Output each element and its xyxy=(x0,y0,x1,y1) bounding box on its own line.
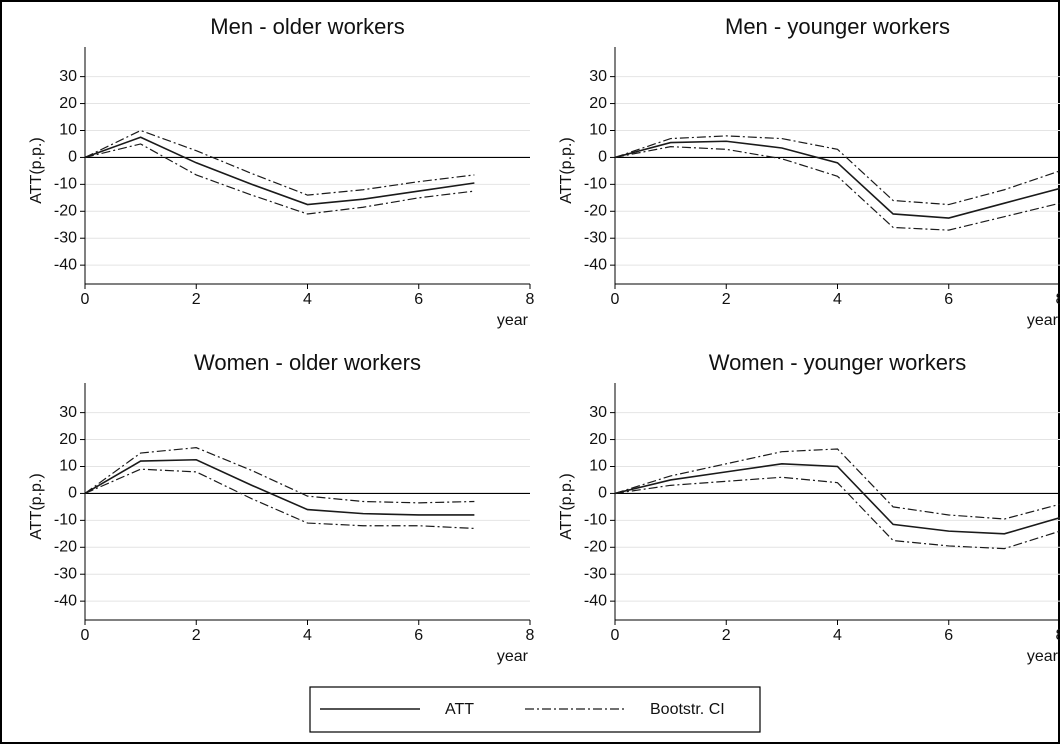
att-line xyxy=(614,462,1060,535)
y-tick-label: 20 xyxy=(59,95,77,112)
y-tick-label: -10 xyxy=(584,512,607,529)
y-tick-label: -30 xyxy=(54,565,77,582)
chart-title: Women - older workers xyxy=(194,350,421,375)
y-tick-label: 20 xyxy=(59,431,77,448)
legend-label: ATT xyxy=(445,701,474,718)
x-tick-label: 8 xyxy=(526,291,535,308)
x-tick-label: 2 xyxy=(722,627,731,644)
x-tick-label: 2 xyxy=(722,291,731,308)
y-axis-label: ATT(p.p.) xyxy=(28,137,45,203)
x-tick-label: 4 xyxy=(833,291,842,308)
x-tick-label: 8 xyxy=(1056,291,1060,308)
y-tick-label: -40 xyxy=(584,592,607,609)
chart-title: Men - older workers xyxy=(210,14,404,39)
y-tick-label: 0 xyxy=(598,485,607,502)
y-tick-label: 0 xyxy=(68,149,77,166)
y-tick-label: 30 xyxy=(59,68,77,85)
y-tick-label: -10 xyxy=(54,512,77,529)
chart-title: Men - younger workers xyxy=(725,14,950,39)
x-tick-label: 8 xyxy=(526,627,535,644)
y-tick-label: -20 xyxy=(54,539,77,556)
y-tick-label: -20 xyxy=(584,203,607,220)
x-tick-label: 6 xyxy=(944,627,953,644)
y-tick-label: -40 xyxy=(54,256,77,273)
y-tick-label: -40 xyxy=(584,256,607,273)
y-tick-label: 30 xyxy=(589,68,607,85)
att-line xyxy=(84,136,475,206)
ci-lower-line xyxy=(84,143,475,215)
y-tick-label: -20 xyxy=(54,203,77,220)
ci-lower-line xyxy=(84,468,475,530)
x-tick-label: 8 xyxy=(1056,627,1060,644)
y-tick-label: 30 xyxy=(589,404,607,421)
x-tick-label: 0 xyxy=(81,627,90,644)
ci-upper-line xyxy=(84,447,475,504)
y-tick-label: -10 xyxy=(54,176,77,193)
x-tick-label: 4 xyxy=(303,627,312,644)
y-tick-label: -30 xyxy=(584,229,607,246)
y-tick-label: 0 xyxy=(598,149,607,166)
y-tick-label: -10 xyxy=(584,176,607,193)
x-tick-label: 4 xyxy=(833,627,842,644)
legend-label: Bootstr. CI xyxy=(650,701,725,718)
y-axis-label: ATT(p.p.) xyxy=(28,473,45,539)
y-tick-label: -40 xyxy=(54,592,77,609)
ci-lower-line xyxy=(614,476,1060,550)
x-axis-label: year xyxy=(1027,312,1059,329)
chart-title: Women - younger workers xyxy=(709,350,967,375)
x-tick-label: 4 xyxy=(303,291,312,308)
y-tick-label: 10 xyxy=(589,122,607,139)
y-tick-label: -30 xyxy=(54,229,77,246)
y-tick-label: 10 xyxy=(59,122,77,139)
x-axis-label: year xyxy=(1027,648,1059,665)
ci-lower-line xyxy=(614,146,1060,231)
y-tick-label: 10 xyxy=(59,458,77,475)
x-tick-label: 0 xyxy=(611,627,620,644)
x-tick-label: 6 xyxy=(944,291,953,308)
x-tick-label: 2 xyxy=(192,291,201,308)
ci-upper-line xyxy=(614,448,1060,520)
x-axis-label: year xyxy=(497,312,529,329)
y-tick-label: 30 xyxy=(59,404,77,421)
ci-upper-line xyxy=(614,135,1060,206)
y-tick-label: 20 xyxy=(589,431,607,448)
y-tick-label: 0 xyxy=(68,485,77,502)
x-tick-label: 6 xyxy=(414,291,423,308)
y-tick-label: -30 xyxy=(584,565,607,582)
att-line xyxy=(84,458,475,516)
y-tick-label: -20 xyxy=(584,539,607,556)
x-tick-label: 0 xyxy=(611,291,620,308)
y-axis-label: ATT(p.p.) xyxy=(558,137,575,203)
ci-upper-line xyxy=(84,129,475,196)
x-tick-label: 6 xyxy=(414,627,423,644)
x-tick-label: 2 xyxy=(192,627,201,644)
y-axis-label: ATT(p.p.) xyxy=(558,473,575,539)
y-tick-label: 10 xyxy=(589,458,607,475)
y-tick-label: 20 xyxy=(589,95,607,112)
x-tick-label: 0 xyxy=(81,291,90,308)
att-line xyxy=(614,140,1060,219)
x-axis-label: year xyxy=(497,648,529,665)
